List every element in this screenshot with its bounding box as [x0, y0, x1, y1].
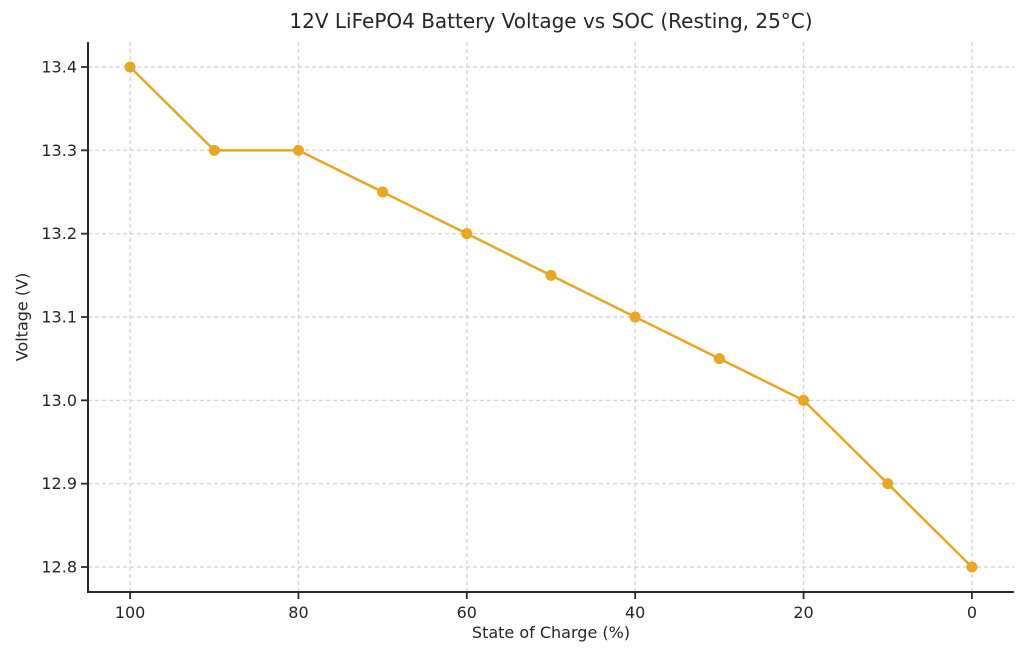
x-tick-label: 100 [115, 603, 146, 622]
data-point [124, 61, 136, 73]
data-point [798, 394, 810, 406]
y-tick-label: 13.0 [41, 391, 77, 410]
data-point [966, 561, 978, 573]
data-point [713, 353, 725, 365]
data-point [882, 478, 894, 490]
y-tick-label: 13.1 [41, 308, 77, 327]
data-point [629, 311, 641, 323]
x-tick-label: 0 [967, 603, 977, 622]
x-tick-label: 60 [457, 603, 477, 622]
y-tick-label: 13.3 [41, 141, 77, 160]
data-point [545, 269, 557, 281]
x-axis-label: State of Charge (%) [471, 623, 631, 642]
data-point [461, 228, 473, 240]
x-tick-label: 20 [793, 603, 813, 622]
data-point [292, 144, 304, 156]
data-point [377, 186, 389, 198]
y-tick-label: 12.9 [41, 474, 77, 493]
y-tick-label: 13.4 [41, 58, 77, 77]
x-tick-label: 40 [625, 603, 645, 622]
x-tick-label: 80 [288, 603, 308, 622]
chart-title: 12V LiFePO4 Battery Voltage vs SOC (Rest… [289, 9, 813, 33]
y-tick-label: 12.8 [41, 558, 77, 577]
data-point [208, 144, 220, 156]
y-tick-label: 13.2 [41, 224, 77, 243]
